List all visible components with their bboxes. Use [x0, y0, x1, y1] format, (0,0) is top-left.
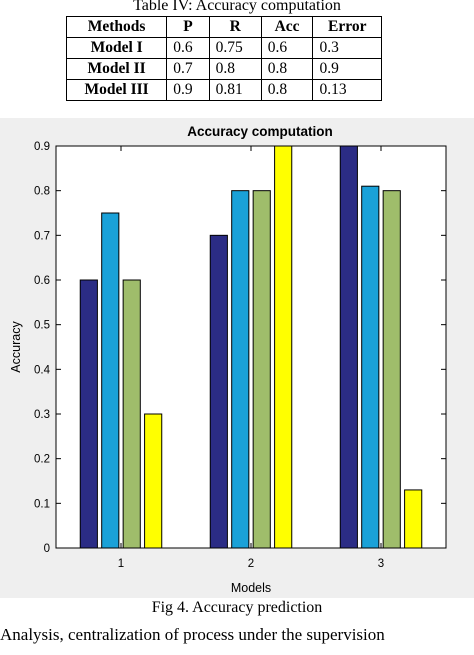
header-acc: Acc — [260, 16, 314, 38]
bar-model1-series1 — [79, 279, 98, 549]
bar-model2-series2 — [231, 190, 250, 549]
x-tick-label: 2 — [248, 558, 254, 570]
x-tick-label: 1 — [118, 558, 124, 570]
table-row: Model I 0.6 0.75 0.6 0.3 — [65, 37, 382, 59]
row-label: Model III — [65, 79, 168, 101]
cell-acc: 0.6 — [260, 37, 314, 59]
cell-p: 0.6 — [166, 37, 210, 59]
y-tick-label: 0.1 — [34, 498, 50, 510]
bar-model3-series1 — [339, 145, 358, 549]
y-tick-label: 0.5 — [34, 320, 50, 332]
cell-r: 0.81 — [208, 79, 262, 101]
cell-p: 0.9 — [166, 79, 210, 101]
bar-model1-series3 — [122, 279, 141, 549]
header-methods: Methods — [65, 16, 168, 38]
y-tick-label: 0.3 — [34, 409, 50, 421]
x-tick-label: 3 — [378, 558, 384, 570]
cell-r: 0.8 — [208, 58, 262, 80]
cell-error: 0.13 — [312, 79, 382, 101]
cell-error: 0.3 — [312, 37, 382, 59]
y-tick-label: 0.9 — [34, 141, 50, 153]
figure-caption: Fig 4. Accuracy prediction — [151, 599, 323, 616]
header-error: Error — [312, 16, 382, 38]
y-tick-label: 0 — [44, 543, 50, 555]
bar-model1-series4 — [144, 413, 163, 549]
cell-r: 0.75 — [208, 37, 262, 59]
table-caption: Table IV: Accuracy computation — [133, 0, 341, 14]
y-tick-label: 0.6 — [34, 275, 50, 287]
cell-p: 0.7 — [166, 58, 210, 80]
table-row: Model II 0.7 0.8 0.8 0.9 — [65, 58, 382, 80]
bar-model3-series2 — [361, 185, 380, 549]
x-axis-label: Models — [231, 581, 271, 595]
body-text: Analysis, centralization of process unde… — [0, 625, 385, 644]
y-tick-label: 0.8 — [34, 186, 50, 198]
accuracy-bar-chart: Accuracy computation 0 0.1 0.2 0.3 0.4 0.5 0.6… — [0, 118, 474, 598]
y-axis-label: Accuracy — [9, 321, 23, 373]
bar-model2-series3 — [252, 190, 271, 549]
accuracy-table: Methods P R Acc Error Model I 0.6 0.75 0… — [65, 16, 382, 101]
row-label: Model II — [65, 58, 168, 80]
y-tick-label: 0.4 — [34, 364, 51, 376]
table-row: Model III 0.9 0.81 0.8 0.13 — [65, 79, 382, 101]
chart-title: Accuracy computation — [187, 124, 333, 139]
bar-model2-series4 — [274, 145, 293, 549]
header-p: P — [166, 16, 210, 38]
table-header-row: Methods P R Acc Error — [65, 16, 382, 38]
plot-area — [56, 146, 446, 548]
row-label: Model I — [65, 37, 168, 59]
y-tick-label: 0.7 — [34, 230, 50, 242]
header-r: R — [208, 16, 262, 38]
axes-group: 0 0.1 0.2 0.3 0.4 0.5 0.6 0.7 0.8 0.9 1 2 3 — [34, 141, 447, 570]
cell-acc: 0.8 — [260, 58, 314, 80]
bar-model2-series1 — [209, 234, 228, 549]
bar-model3-series4 — [404, 489, 423, 549]
bar-model1-series2 — [101, 212, 120, 549]
bar-model3-series3 — [382, 190, 401, 549]
y-tick-label: 0.2 — [34, 454, 50, 466]
cell-acc: 0.8 — [260, 79, 314, 101]
cell-error: 0.9 — [312, 58, 382, 80]
